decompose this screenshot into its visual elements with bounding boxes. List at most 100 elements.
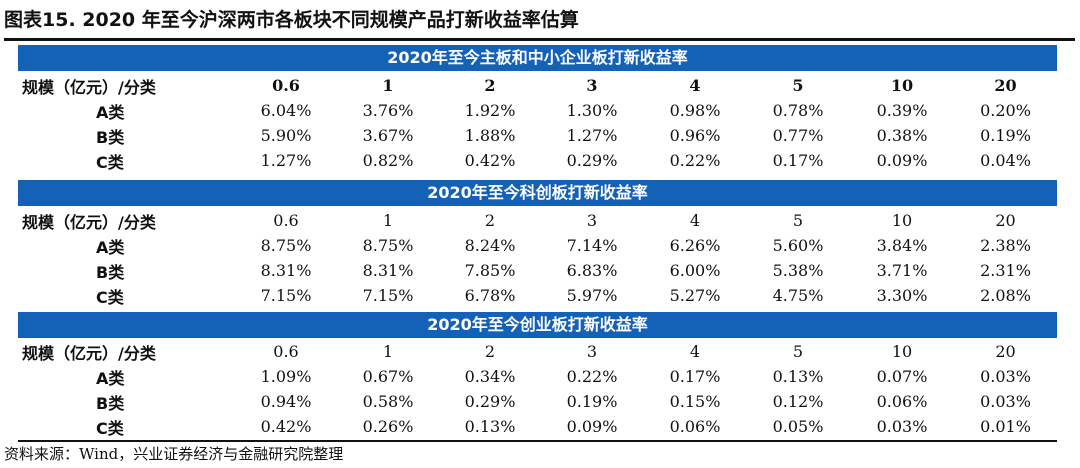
table-cell: 0.26%	[362, 417, 414, 436]
table-cell: 2.08%	[980, 286, 1031, 305]
column-header: 2	[484, 211, 496, 230]
row-label: C类	[96, 418, 124, 438]
row-label-header: 规模（亿元）/分类	[22, 212, 156, 232]
table-cell: 6.78%	[464, 286, 516, 305]
table-row: A类 6.04% 3.76% 1.92% 1.30% 0.98% 0.78% 0…	[18, 98, 1057, 123]
column-header: 2	[484, 76, 496, 95]
table-cell: 1.30%	[566, 101, 618, 120]
table-cell: 0.09%	[876, 151, 928, 170]
column-header: 1	[382, 342, 394, 361]
table-cell: 2.31%	[980, 261, 1031, 280]
table-cell: 0.38%	[876, 126, 928, 145]
table-star-market: 规模（亿元）/分类 0.6 1 2 3 4 5 10 20 A类 8.75% 8…	[18, 208, 1057, 308]
row-label: B类	[96, 127, 125, 147]
table-cell: 0.67%	[362, 367, 414, 386]
table-cell: 0.06%	[669, 417, 721, 436]
table-cell: 1.09%	[260, 367, 312, 386]
row-label: A类	[96, 368, 125, 388]
table-cell: 0.34%	[464, 367, 516, 386]
table-cell: 4.75%	[772, 286, 824, 305]
table-row: C类 0.42% 0.26% 0.13% 0.09% 0.06% 0.05% 0…	[18, 414, 1057, 439]
table-cell: 3.71%	[876, 261, 928, 280]
table-cell: 5.97%	[566, 286, 618, 305]
table-cell: 0.09%	[566, 417, 618, 436]
row-label: A类	[96, 237, 125, 257]
table-cell: 3.76%	[362, 101, 414, 120]
table-cell: 7.85%	[464, 261, 516, 280]
table-chinext: 规模（亿元）/分类 0.6 1 2 3 4 5 10 20 A类 1.09% 0…	[18, 339, 1057, 439]
table-cell: 5.27%	[669, 286, 721, 305]
column-header: 10	[891, 342, 913, 361]
table-cell: 0.98%	[669, 101, 721, 120]
table-cell: 1.27%	[566, 126, 618, 145]
table-cell: 0.03%	[980, 367, 1031, 386]
table-cell: 8.75%	[260, 236, 312, 255]
table-header-row: 规模（亿元）/分类 0.6 1 2 3 4 5 10 20	[18, 339, 1057, 364]
table-cell: 1.88%	[464, 126, 516, 145]
table-bottom-rule	[18, 440, 1057, 442]
table-cell: 0.04%	[980, 151, 1031, 170]
column-header: 1	[382, 76, 394, 95]
table-cell: 0.42%	[464, 151, 516, 170]
table-cell: 8.24%	[464, 236, 516, 255]
row-label: A类	[96, 102, 125, 122]
row-label: B类	[96, 262, 125, 282]
table-row: B类 5.90% 3.67% 1.88% 1.27% 0.96% 0.77% 0…	[18, 123, 1057, 148]
table-cell: 0.42%	[260, 417, 312, 436]
column-header: 2	[484, 342, 496, 361]
column-header: 20	[995, 342, 1016, 361]
row-label-header: 规模（亿元）/分类	[22, 77, 156, 97]
table-cell: 0.01%	[980, 417, 1031, 436]
figure-title: 图表15. 2020 年至今沪深两市各板块不同规模产品打新收益率估算	[4, 9, 579, 31]
table-row: B类 0.94% 0.58% 0.29% 0.19% 0.15% 0.12% 0…	[18, 389, 1057, 414]
table-header-row: 规模（亿元）/分类 0.6 1 2 3 4 5 10 20	[18, 208, 1057, 233]
table-cell: 0.58%	[362, 392, 414, 411]
row-label: B类	[96, 393, 125, 413]
table-cell: 3.30%	[876, 286, 928, 305]
column-header: 3	[586, 211, 598, 230]
table-cell: 0.94%	[260, 392, 312, 411]
table-cell: 0.96%	[669, 126, 721, 145]
table-cell: 5.38%	[772, 261, 824, 280]
table-cell: 0.20%	[980, 101, 1031, 120]
section-heading-chinext: 2020年至今创业板打新收益率	[18, 312, 1057, 338]
table-cell: 0.05%	[772, 417, 824, 436]
table-cell: 0.13%	[772, 367, 824, 386]
table-cell: 0.13%	[464, 417, 516, 436]
table-cell: 0.78%	[772, 101, 824, 120]
table-cell: 6.83%	[566, 261, 618, 280]
table-main-board: 规模（亿元）/分类 0.6 1 2 3 4 5 10 20 A类 6.04% 3…	[18, 73, 1057, 173]
column-header: 10	[891, 211, 913, 230]
table-cell: 0.22%	[566, 367, 618, 386]
table-cell: 8.75%	[362, 236, 414, 255]
column-header: 4	[689, 211, 701, 230]
table-cell: 0.03%	[876, 417, 928, 436]
column-header: 0.6	[273, 342, 299, 361]
table-cell: 0.29%	[464, 392, 516, 411]
table-row: B类 8.31% 8.31% 7.85% 6.83% 6.00% 5.38% 3…	[18, 258, 1057, 283]
column-header: 3	[586, 76, 598, 95]
row-label: C类	[96, 152, 124, 172]
table-cell: 7.14%	[566, 236, 618, 255]
section-heading-main-board: 2020年至今主板和中小企业板打新收益率	[18, 45, 1057, 71]
row-label: C类	[96, 287, 124, 307]
table-cell: 0.15%	[669, 392, 721, 411]
table-cell: 8.31%	[362, 261, 414, 280]
table-cell: 3.84%	[876, 236, 928, 255]
table-row: A类 1.09% 0.67% 0.34% 0.22% 0.17% 0.13% 0…	[18, 364, 1057, 389]
column-header: 3	[586, 342, 598, 361]
table-cell: 0.39%	[876, 101, 928, 120]
table-cell: 1.27%	[260, 151, 312, 170]
column-header: 5	[792, 211, 804, 230]
table-cell: 0.12%	[772, 392, 824, 411]
table-cell: 0.19%	[566, 392, 618, 411]
table-cell: 0.22%	[669, 151, 721, 170]
table-cell: 6.26%	[669, 236, 721, 255]
table-cell: 1.92%	[464, 101, 516, 120]
table-cell: 0.19%	[980, 126, 1031, 145]
table-cell: 6.04%	[260, 101, 312, 120]
row-label-header: 规模（亿元）/分类	[22, 343, 156, 363]
source-note: 资料来源：Wind，兴业证券经济与金融研究院整理	[4, 445, 344, 463]
table-cell: 3.67%	[362, 126, 414, 145]
column-header: 20	[994, 76, 1017, 95]
